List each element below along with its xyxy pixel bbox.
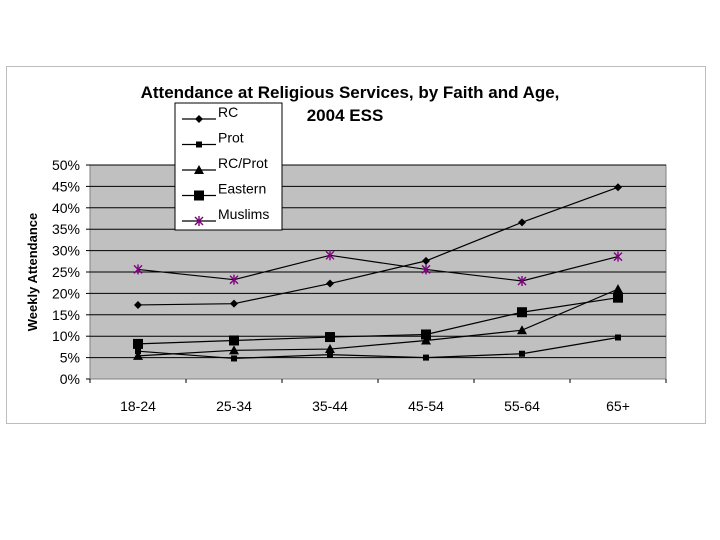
y-tick-label: 25% [52,264,80,280]
marker-small-square [519,350,525,357]
marker-diamond [326,279,334,288]
legend-box [174,102,283,231]
marker-large-square [229,335,239,346]
y-tick-label: 35% [52,221,80,237]
x-tick-label: 35-44 [312,398,348,414]
series-eastern [133,292,623,349]
marker-triangle [229,345,239,355]
marker-small-square [231,355,237,362]
legend-item: Muslims [182,206,269,226]
marker-triangle [133,350,143,360]
marker-small-square [615,334,621,341]
marker-triangle [194,165,204,174]
x-tick-label: 55-64 [504,398,540,414]
series-layer [133,183,623,362]
x-tick-label: 65+ [606,398,630,414]
marker-small-square [327,351,333,358]
legend-item: Eastern [182,181,266,201]
marker-star [133,264,143,275]
marker-large-square [517,307,527,318]
y-tick-label: 5% [60,350,80,366]
legend-label: Prot [218,130,244,146]
marker-star [325,250,335,261]
y-tick-label: 50% [52,157,80,173]
legend-item: Prot [182,130,244,148]
legend-label: Eastern [218,181,266,197]
series-line [137,297,619,345]
marker-star [613,251,623,262]
marker-diamond [195,115,203,123]
marker-small-square [196,141,202,148]
x-tick-label: 25-34 [216,398,252,414]
marker-star [194,216,204,226]
legend: RC Prot RC/Prot Eastern Muslims [174,102,283,231]
marker-large-square [194,190,204,201]
x-tick-label: 18-24 [120,398,156,414]
marker-triangle [421,335,431,345]
series-line [137,288,619,357]
marker-star [421,264,431,275]
y-tick-label: 10% [52,328,80,344]
x-axis-ticks: 18-24 25-34 35-44 45-54 55-64 65+ [89,379,667,414]
chart-title-line2: 2004 ESS [307,106,384,125]
y-axis-label: Weekly Attendance [25,213,40,332]
legend-label: RC/Prot [218,155,268,171]
marker-triangle [325,344,335,354]
y-tick-label: 45% [52,178,80,194]
marker-diamond [230,299,238,308]
legend-label: RC [218,104,238,120]
y-tick-label: 20% [52,285,80,301]
series-muslims [133,250,623,286]
y-tick-label: 0% [60,371,80,387]
y-axis-ticks: 0% 5% 10% 15% 20% 25% 30% 35% 40% 45% 50% [52,157,90,387]
marker-triangle [613,284,623,294]
marker-large-square [133,338,143,349]
y-tick-label: 15% [52,307,80,323]
marker-diamond [614,183,622,192]
x-tick-label: 45-54 [408,398,444,414]
marker-small-square [423,354,429,361]
marker-large-square [613,292,623,303]
marker-diamond [134,300,142,309]
marker-triangle [517,325,527,335]
legend-label: Muslims [218,206,269,222]
series-rc-prot [133,284,623,360]
legend-item: RC [182,104,238,123]
y-tick-label: 30% [52,243,80,259]
marker-diamond [518,218,526,227]
series-line [137,336,619,360]
series-line [137,186,619,306]
legend-item: RC/Prot [182,155,268,174]
marker-star [517,275,527,286]
marker-large-square [325,332,335,343]
marker-large-square [421,329,431,340]
marker-diamond [422,256,430,265]
y-tick-label: 40% [52,200,80,216]
chart-title-line1: Attendance at Religious Services, by Fai… [141,83,560,102]
series-line [137,254,619,282]
series-rc [134,183,622,309]
marker-star [229,274,239,285]
